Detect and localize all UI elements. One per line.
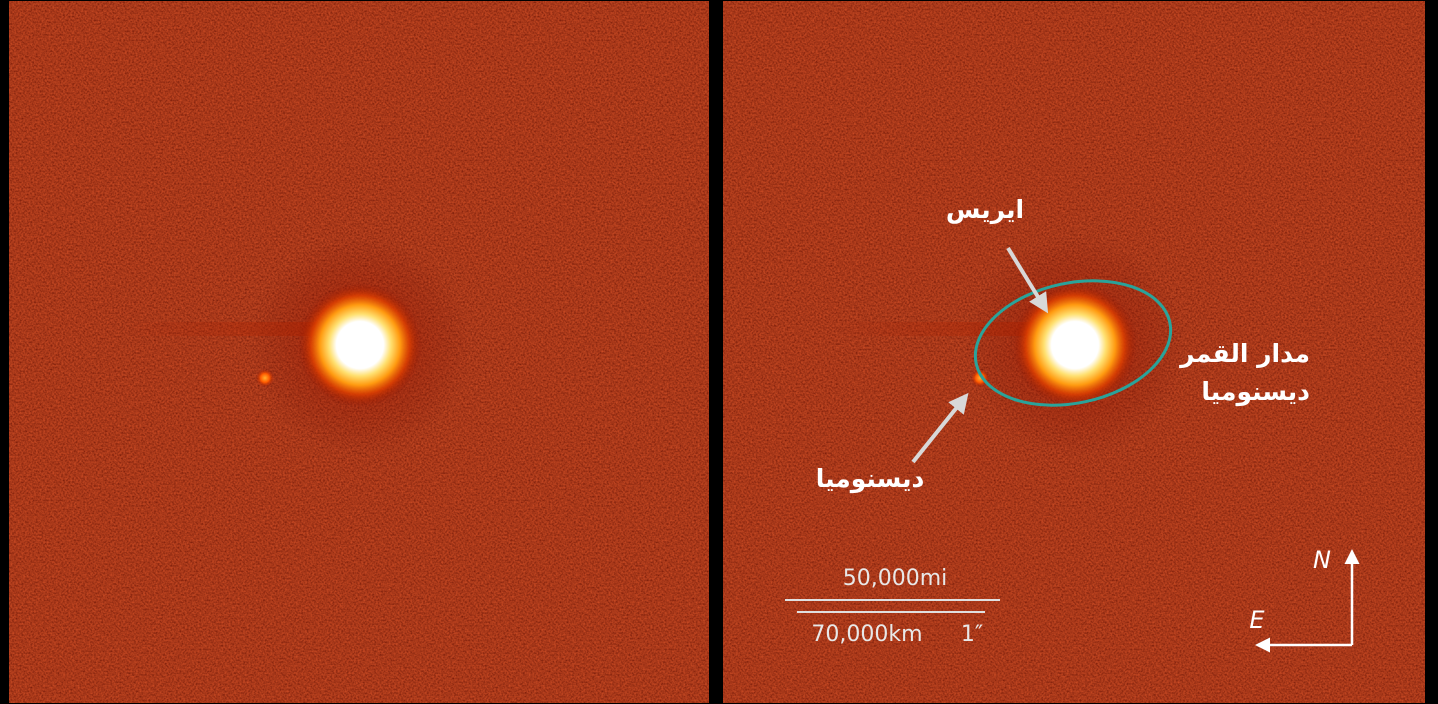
right-panel: ايريس مدار القمر ديسنوميا ديسنوميا 50,00…	[722, 0, 1426, 704]
scale-bar: 50,000mi 70,000km 1″	[785, 566, 1000, 647]
label: ايريس	[946, 195, 1024, 225]
compass-label: E	[1249, 606, 1265, 634]
label: مدار القمر	[1178, 339, 1310, 369]
scale-label: 1″	[961, 622, 983, 647]
eris	[298, 283, 422, 407]
dysnomia	[256, 369, 274, 387]
arrow	[1006, 246, 1049, 314]
arrow	[911, 392, 969, 464]
compass-label: N	[1313, 546, 1331, 574]
compass: N E	[1249, 546, 1360, 653]
label: ديسنوميا	[816, 464, 925, 494]
label: ديسنوميا	[1201, 377, 1310, 407]
scale-label: 50,000mi	[843, 566, 948, 591]
eris	[1013, 283, 1137, 407]
scale-label: 70,000km	[811, 622, 922, 647]
left-panel	[8, 0, 710, 704]
orbit	[973, 279, 1173, 407]
